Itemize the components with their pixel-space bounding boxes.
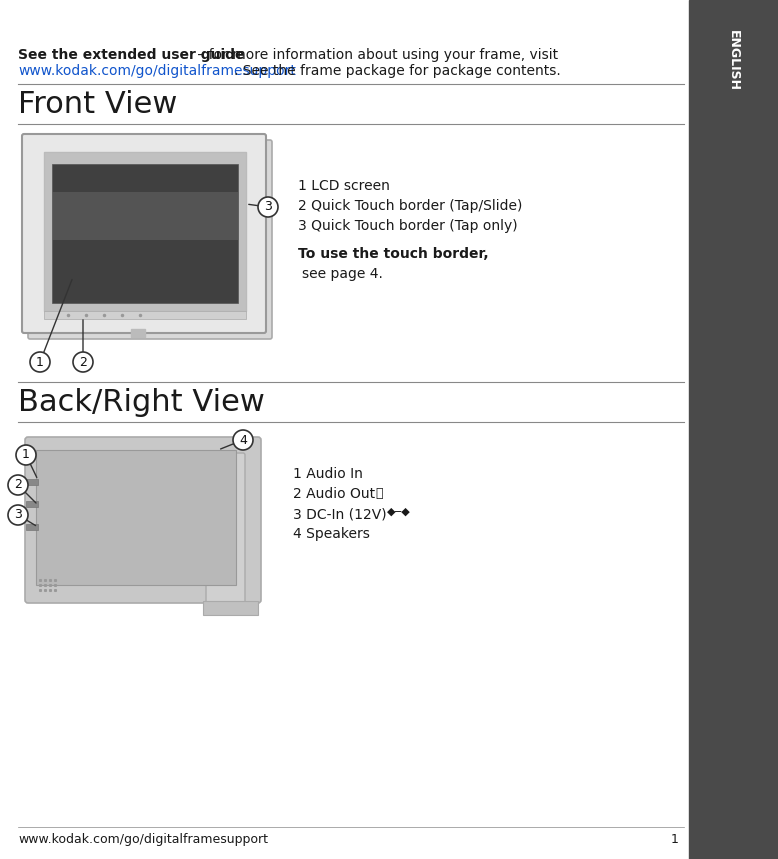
Text: 2 Audio Out: 2 Audio Out [293,487,384,501]
Circle shape [16,445,36,465]
Text: 1: 1 [671,833,678,846]
Bar [689,0,778,859]
Text: 2: 2 [14,478,22,491]
Text: To use the touch border,: To use the touch border, [298,247,489,261]
Text: . See the frame package for package contents.: . See the frame package for package cont… [234,64,561,78]
Text: 4: 4 [239,434,247,447]
Circle shape [8,505,28,525]
Text: Front View: Front View [18,90,177,119]
Text: – for more information about using your frame, visit: – for more information about using your … [194,48,559,62]
Bar [203,601,258,615]
Circle shape [8,475,28,495]
Text: 1: 1 [22,448,30,461]
Text: www.kodak.com/go/digitalframesupport: www.kodak.com/go/digitalframesupport [18,833,268,846]
Circle shape [233,430,253,450]
Text: 2: 2 [79,356,87,369]
Text: See the extended user guide: See the extended user guide [18,48,244,62]
Text: 2 Quick Touch border (Tap/Slide): 2 Quick Touch border (Tap/Slide) [298,199,522,213]
Text: www.kodak.com/go/digitalframesupport: www.kodak.com/go/digitalframesupport [18,64,296,78]
FancyBboxPatch shape [25,437,261,603]
Text: 3 Quick Touch border (Tap only): 3 Quick Touch border (Tap only) [298,219,517,233]
Bar [44,152,246,311]
Circle shape [30,352,50,372]
Bar [26,501,38,507]
FancyBboxPatch shape [22,134,266,333]
Circle shape [73,352,93,372]
Circle shape [258,197,278,217]
Text: ENGLISH: ENGLISH [727,30,740,91]
FancyBboxPatch shape [206,453,245,612]
Bar [52,192,238,241]
Bar [26,524,38,530]
Text: 1 LCD screen: 1 LCD screen [298,179,390,193]
Text: 1: 1 [36,356,44,369]
Text: 3: 3 [14,509,22,521]
Text: 🎧: 🎧 [375,487,383,500]
Text: ◆─◆: ◆─◆ [387,507,411,517]
Text: 1 Audio In: 1 Audio In [293,467,363,481]
Text: 3: 3 [264,200,272,214]
Bar [26,479,38,485]
Bar [44,311,246,319]
Text: 3 DC-In (12V): 3 DC-In (12V) [293,507,395,521]
FancyBboxPatch shape [28,140,272,339]
Bar [36,450,236,585]
Text: Back/Right View: Back/Right View [18,388,265,417]
Text: 4 Speakers: 4 Speakers [293,527,370,541]
Bar [52,164,238,303]
FancyArrow shape [131,329,145,337]
Text: see page 4.: see page 4. [302,267,383,281]
